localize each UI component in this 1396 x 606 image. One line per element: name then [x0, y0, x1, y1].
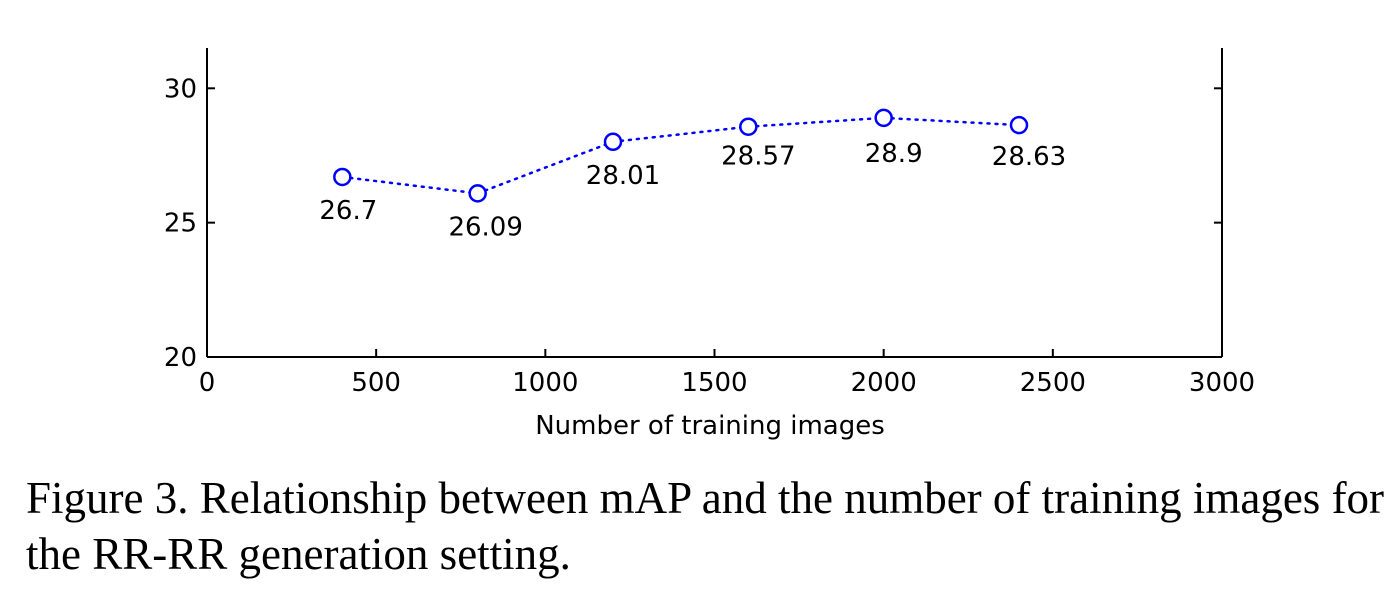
figure-caption: Figure 3. Relationship between mAP and t…: [26, 473, 1385, 579]
x-tick-label: 0: [199, 368, 216, 398]
x-tick-label: 2000: [851, 368, 917, 398]
x-tick-label: 3000: [1189, 368, 1255, 398]
data-point-marker: [603, 132, 623, 152]
x-axis-ticks: 0 500 1000 1500 2000 2500 3000: [199, 349, 1255, 398]
y-tick-label: 25: [164, 209, 197, 239]
series-segment: [747, 116, 885, 128]
data-point-marker: [468, 184, 487, 203]
data-label: 28.01: [586, 161, 660, 191]
x-tick-label: 1500: [681, 368, 747, 398]
data-point-marker: [333, 167, 352, 187]
series-segment: [476, 140, 615, 195]
y-axis-ticks: 20 25 30: [164, 74, 1222, 373]
data-label: 26.7: [319, 196, 377, 226]
data-point-marker: [739, 117, 758, 136]
data-label: 28.57: [721, 142, 795, 172]
series-segment: [882, 116, 1021, 127]
series-segment: [341, 175, 479, 195]
x-tick-label: 2500: [1020, 368, 1086, 398]
x-tick-label: 1000: [512, 368, 578, 398]
y-tick-label: 30: [164, 74, 197, 104]
data-label: 26.09: [448, 212, 522, 242]
data-point-marker: [1009, 115, 1029, 135]
x-axis-title: Number of training images: [535, 411, 885, 441]
data-point-marker: [874, 108, 893, 128]
series-line: [341, 116, 1021, 195]
data-label: 28.9: [865, 139, 923, 169]
series-markers: [333, 108, 1029, 203]
data-label: 28.63: [992, 142, 1066, 172]
series-segment: [611, 125, 750, 144]
y-tick-label: 20: [164, 343, 197, 373]
line-chart: 0 500 1000 1500 2000 2500 3000 20 25 30 26.7 26.0…: [164, 48, 1255, 441]
data-labels: 26.7 26.09 28.01 28.57 28.9 28.63: [319, 139, 1066, 243]
x-tick-label: 500: [351, 368, 401, 398]
